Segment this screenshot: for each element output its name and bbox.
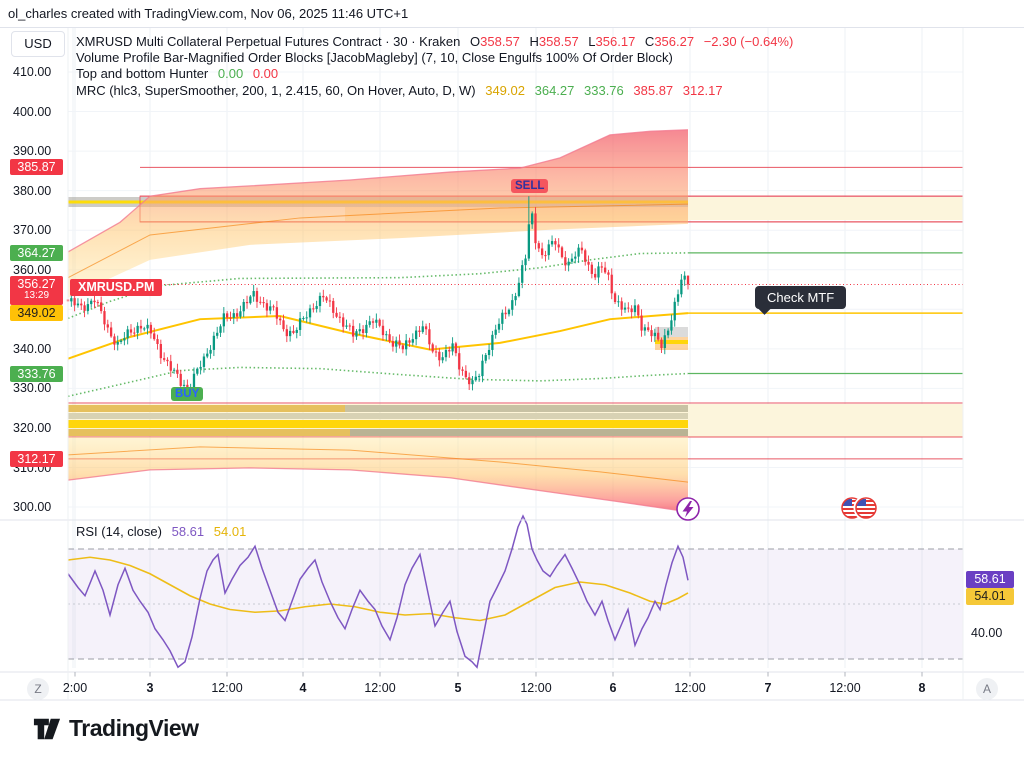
price-axis-tick: 360.00	[13, 262, 52, 277]
hunter-title: Top and bottom Hunter	[76, 66, 209, 82]
us-economic-events-icon[interactable]	[841, 495, 879, 521]
mrc-value-lower: 333.76	[584, 82, 624, 98]
ohlc-low-label: L	[588, 34, 596, 49]
time-axis-tick: 12:00	[364, 681, 396, 695]
mrc-value-r2: 385.87	[633, 82, 674, 98]
time-axis-tick: 7	[764, 681, 772, 695]
rsi-ma-price-label: 54.01	[966, 588, 1014, 605]
time-axis-tick: 12:00	[674, 681, 706, 695]
rsi-ma-value: 54.01	[213, 524, 247, 539]
legend-indicator-volume-profile[interactable]: Volume Profile Bar-Magnified Order Block…	[76, 50, 793, 66]
rsi-main-value: 58.61	[171, 524, 205, 539]
ohlc-high-value: 358.57	[538, 34, 579, 49]
indicator-price-label: 385.87	[10, 159, 63, 176]
indicator-price-label: 364.27	[10, 244, 63, 261]
check-mtf-tooltip: Check MTF	[755, 286, 847, 309]
volume-profile-title: Volume Profile Bar-Magnified Order Block…	[76, 50, 673, 66]
price-axis-tick: 330.00	[13, 381, 52, 396]
time-axis-tick: 12:00	[520, 681, 552, 695]
time-axis-tick: 5	[454, 681, 462, 695]
legend-indicator-hunter[interactable]: Top and bottom Hunter 0.00 0.00	[76, 66, 793, 82]
price-label-time: 13:29	[23, 290, 50, 301]
price-axis-tick: 380.00	[13, 183, 52, 198]
ohlc-close-label: C	[644, 34, 655, 49]
price-axis-tick: 370.00	[13, 223, 52, 238]
mrc-value-upper: 364.27	[534, 82, 575, 98]
time-axis-tick: 6	[609, 681, 617, 695]
indicator-price-label: 312.17	[10, 450, 63, 467]
time-axis-tick: 4	[299, 681, 307, 695]
hunter-value-1: 0.00	[217, 66, 244, 82]
hunter-value-2: 0.00	[252, 66, 279, 82]
time-axis-tick: 3	[146, 681, 154, 695]
ohlc-open-label: O	[470, 34, 481, 49]
mrc-value-center: 349.02	[485, 82, 525, 98]
mrc-title: MRC (hlc3, SuperSmoother, 200, 1, 2.415,…	[76, 82, 476, 98]
candlestick-series	[66, 196, 690, 395]
time-axis-tick: 2:00	[62, 681, 88, 695]
indicator-price-label: 333.76	[10, 365, 63, 382]
price-axis-tick: 400.00	[13, 104, 52, 119]
legend-symbol-row[interactable]: XMRUSD Multi Collateral Perpetual Future…	[76, 34, 793, 50]
price-axis-tick: 410.00	[13, 65, 52, 79]
buy-signal-marker: BUY	[171, 387, 204, 401]
ohlc-high-label: H	[529, 34, 539, 49]
indicator-price-label: 356.27 13:29	[10, 276, 63, 305]
tradingview-logo-text: TradingView	[69, 715, 199, 741]
price-axis-tick: 340.00	[13, 341, 52, 356]
timezone-button[interactable]: Z	[27, 678, 49, 700]
price-axis-tick: 390.00	[13, 144, 52, 159]
time-axis-tick: 12:00	[211, 681, 243, 695]
sell-signal-marker: SELL	[511, 179, 549, 193]
rsi-axis-tick: 40.00	[971, 626, 1003, 640]
lightning-mode-icon[interactable]	[676, 497, 700, 521]
ohlc-open-value: 358.57	[480, 34, 520, 49]
autoscale-button[interactable]: A	[976, 678, 998, 700]
price-axis-tick: 320.00	[13, 420, 52, 435]
mrc-value-s2: 312.17	[682, 82, 723, 98]
legend-indicator-mrc[interactable]: MRC (hlc3, SuperSmoother, 200, 1, 2.415,…	[76, 83, 793, 99]
tradingview-logo-mark	[33, 718, 61, 739]
symbol-price-flag: XMRUSD.PM	[70, 279, 163, 296]
rsi-legend[interactable]: RSI (14, close) 58.61 54.01	[76, 524, 246, 539]
rsi-main-price-label: 58.61	[966, 571, 1014, 588]
attribution-text: ol_charles created with TradingView.com,…	[8, 6, 409, 21]
currency-unit-button[interactable]: USD	[11, 31, 65, 57]
time-axis-tick: 12:00	[829, 681, 861, 695]
price-axis-tick: 300.00	[13, 500, 52, 515]
ohlc-close-value: 356.27	[654, 34, 695, 49]
symbol-title: XMRUSD Multi Collateral Perpetual Future…	[76, 34, 461, 49]
rsi-title: RSI (14, close)	[76, 524, 162, 539]
ohlc-change-value: −2.30 (−0.64%)	[703, 34, 794, 49]
time-axis-tick: 8	[918, 681, 926, 695]
legend: XMRUSD Multi Collateral Perpetual Future…	[76, 34, 793, 99]
ohlc-low-value: 356.17	[595, 34, 636, 49]
indicator-price-label: 349.02	[10, 305, 63, 322]
tradingview-logo[interactable]: TradingView	[33, 715, 199, 742]
